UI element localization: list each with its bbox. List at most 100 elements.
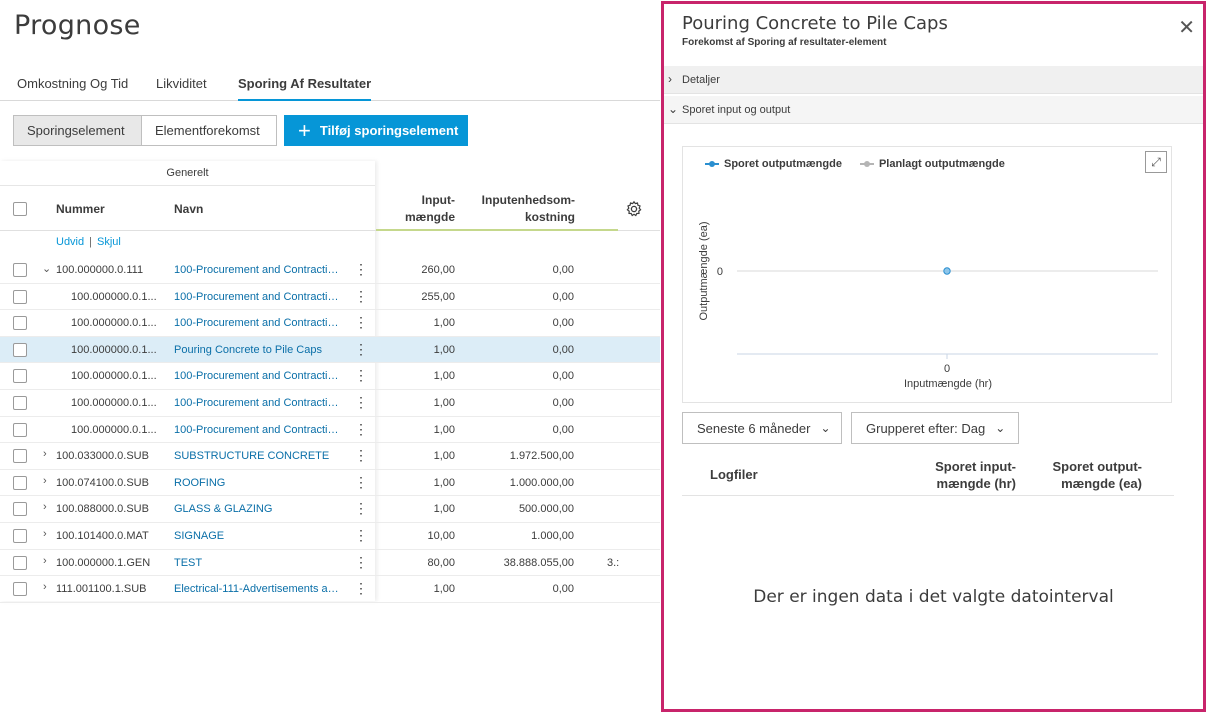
table-row[interactable]: ⌄ 100.000000.0.111 100-Procurement and Con… <box>0 257 660 284</box>
header-divider <box>0 230 660 231</box>
row-checkbox[interactable] <box>13 502 27 517</box>
row-extra-value: 3.: <box>607 556 620 569</box>
row-name-link[interactable]: SIGNAGE <box>174 530 225 542</box>
legend-item-tracked[interactable]: Sporet outputmængde <box>705 158 842 170</box>
more-options-icon[interactable]: ⋮ <box>354 340 368 357</box>
chevron-right-icon[interactable]: › <box>43 474 47 487</box>
group-by-dropdown[interactable]: Grupperet efter: Dag ⌄ <box>851 412 1019 444</box>
column-header-name[interactable]: Navn <box>174 202 204 216</box>
tab-cashflow[interactable]: Likviditet <box>156 76 207 91</box>
row-number: 100.000000.0.1... <box>71 290 157 303</box>
segment-item-instance[interactable]: Elementforekomst <box>141 115 277 146</box>
row-name-link[interactable]: 100-Procurement and Contracting Requirem… <box>174 370 340 383</box>
row-name-link[interactable]: Pouring Concrete to Pile Caps <box>174 343 322 356</box>
table-row[interactable]: 100.000000.0.1... Pouring Concrete to Pil… <box>0 336 660 364</box>
chevron-down-icon: ⌄ <box>995 421 1006 435</box>
row-name-link[interactable]: TEST <box>174 556 203 569</box>
segment-tracking-item[interactable]: Sporingselement <box>13 115 142 146</box>
more-options-icon[interactable]: ⋮ <box>354 420 368 437</box>
more-options-icon[interactable]: ⋮ <box>354 580 368 597</box>
chevron-right-icon[interactable]: › <box>43 581 47 594</box>
row-name-link[interactable]: 100-Procurement and Contracting Requirem… <box>174 264 340 276</box>
column-header-input-qty[interactable]: Input- mængde <box>380 192 455 226</box>
column-header-tracked-output[interactable]: Sporet output- mængde (ea) <box>1032 458 1142 492</box>
row-checkbox[interactable] <box>13 316 27 331</box>
row-input-unit-cost: 0,00 <box>552 264 574 276</box>
table-row[interactable]: › 100.074100.0.SUB ROOFING ⋮ 1,00 1.000.000,0… <box>0 470 660 497</box>
section-tracked-io-label: Sporet input og output <box>682 104 791 116</box>
column-header-log-files[interactable]: Logfiler <box>710 467 758 482</box>
expand-chart-icon[interactable]: ⤢ <box>1145 151 1167 173</box>
row-checkbox[interactable] <box>13 369 27 384</box>
section-tracked-io[interactable]: ⌄ Sporet input og output <box>664 96 1203 124</box>
row-checkbox[interactable] <box>13 582 27 597</box>
legend-item-planned[interactable]: Planlagt outputmængde <box>859 158 1005 170</box>
row-number: 100.000000.0.1... <box>71 397 157 409</box>
column-settings-gear-icon[interactable] <box>625 200 643 218</box>
tab-cost-time[interactable]: Omkostning Og Tid <box>17 76 129 91</box>
table-row[interactable]: › 100.000000.1.GEN TEST ⋮ 80,00 38.888.055,00… <box>0 550 660 577</box>
select-all-checkbox[interactable] <box>13 202 27 216</box>
row-checkbox[interactable] <box>13 289 27 304</box>
more-options-icon[interactable]: ⋮ <box>354 287 368 304</box>
table-row[interactable]: › 100.101400.0.MAT SIGNAGE ⋮ 10,00 1.000,00 <box>0 523 660 550</box>
more-options-icon[interactable]: ⋮ <box>354 527 368 543</box>
tab-performance-tracking[interactable]: Sporing Af Resultater <box>238 76 372 101</box>
chevron-right-icon: › <box>668 72 672 86</box>
row-checkbox[interactable] <box>13 396 27 410</box>
chevron-right-icon[interactable]: › <box>43 528 47 540</box>
row-input-qty: 80,00 <box>427 556 455 569</box>
row-name-link[interactable]: SUBSTRUCTURE CONCRETE <box>174 450 330 463</box>
row-checkbox[interactable] <box>13 555 27 570</box>
column-header-input-unit-cost[interactable]: Inputenhedsom- kostning <box>462 192 575 226</box>
x-axis-label: Inputmængde (hr) <box>904 378 992 390</box>
table-row[interactable]: 100.000000.0.1... 100-Procurement and Con… <box>0 390 660 417</box>
period-dropdown[interactable]: Seneste 6 måneder ⌄ <box>682 412 842 444</box>
more-options-icon[interactable]: ⋮ <box>354 447 368 464</box>
row-checkbox[interactable] <box>13 449 27 464</box>
row-number: 100.000000.0.1... <box>71 343 157 356</box>
section-details[interactable]: › Detaljer <box>664 66 1203 94</box>
chevron-right-icon[interactable]: › <box>43 448 47 461</box>
table-row[interactable]: 100.000000.0.1... 100-Procurement and Con… <box>0 284 660 311</box>
close-icon[interactable]: ✕ <box>1178 17 1195 39</box>
column-header-number[interactable]: Nummer <box>56 202 105 216</box>
row-checkbox[interactable] <box>13 529 27 543</box>
io-chart: 0 0 Inputmængde (hr) Outputmængde (ea) Spor… <box>682 146 1172 403</box>
row-checkbox[interactable] <box>13 263 27 277</box>
x-tick-label: 0 <box>944 363 950 375</box>
row-name-link[interactable]: 100-Procurement and Contracting Requirem… <box>174 397 340 409</box>
more-options-icon[interactable]: ⋮ <box>354 367 368 384</box>
chevron-right-icon[interactable]: › <box>43 501 47 514</box>
table-row[interactable]: › 100.088000.0.SUB GLASS & GLAZING ⋮ 1,00 500… <box>0 496 660 523</box>
chevron-down-icon[interactable]: ⌄ <box>42 263 52 275</box>
row-checkbox[interactable] <box>13 475 27 490</box>
more-options-icon[interactable]: ⋮ <box>354 473 368 490</box>
table-row[interactable]: › 100.033000.0.SUB SUBSTRUCTURE CONCRETE ⋮ 1… <box>0 443 660 470</box>
column-header-tracked-input[interactable]: Sporet input- mængde (hr) <box>912 458 1016 492</box>
more-options-icon[interactable]: ⋮ <box>354 314 368 331</box>
row-input-unit-cost: 500.000,00 <box>518 503 574 516</box>
row-name-link[interactable]: GLASS & GLAZING <box>174 503 273 516</box>
row-checkbox[interactable] <box>13 342 27 357</box>
row-name-link[interactable]: Electrical-111-Advertisements and Biddin… <box>174 583 340 596</box>
more-options-icon[interactable]: ⋮ <box>354 553 368 570</box>
more-options-icon[interactable]: ⋮ <box>354 261 368 277</box>
more-options-icon[interactable]: ⋮ <box>354 500 368 517</box>
section-details-label: Detaljer <box>682 74 720 86</box>
table-row[interactable]: 100.000000.0.1... 100-Procurement and Con… <box>0 417 660 444</box>
row-checkbox[interactable] <box>13 422 27 437</box>
row-name-link[interactable]: 100-Procurement and Contracting Requirem… <box>174 317 340 330</box>
table-row[interactable]: › 111.001100.1.SUB Electrical-111-Advertis… <box>0 576 660 603</box>
row-name-link[interactable]: 100-Procurement and Contracting Requirem… <box>174 290 340 303</box>
more-options-icon[interactable]: ⋮ <box>354 394 368 410</box>
collapse-all-link[interactable]: Skjul <box>96 236 121 248</box>
expand-all-link[interactable]: Udvid <box>56 236 85 248</box>
row-name-link[interactable]: ROOFING <box>174 476 226 489</box>
table-row[interactable]: 100.000000.0.1... 100-Procurement and Con… <box>0 363 660 390</box>
add-tracking-item-button[interactable]: + Tilføj sporingselement <box>284 115 468 146</box>
chevron-right-icon[interactable]: › <box>43 554 47 567</box>
row-input-unit-cost: 0,00 <box>552 290 574 303</box>
row-name-link[interactable]: 100-Procurement and Contracting Requirem… <box>174 423 340 436</box>
table-row[interactable]: 100.000000.0.1... 100-Procurement and Con… <box>0 310 660 337</box>
